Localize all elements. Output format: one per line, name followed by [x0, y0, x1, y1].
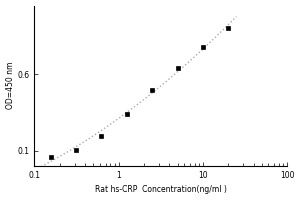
X-axis label: Rat hs-CRP  Concentration(ng/ml ): Rat hs-CRP Concentration(ng/ml ) [95, 185, 227, 194]
Y-axis label: OD=450 nm: OD=450 nm [6, 62, 15, 109]
